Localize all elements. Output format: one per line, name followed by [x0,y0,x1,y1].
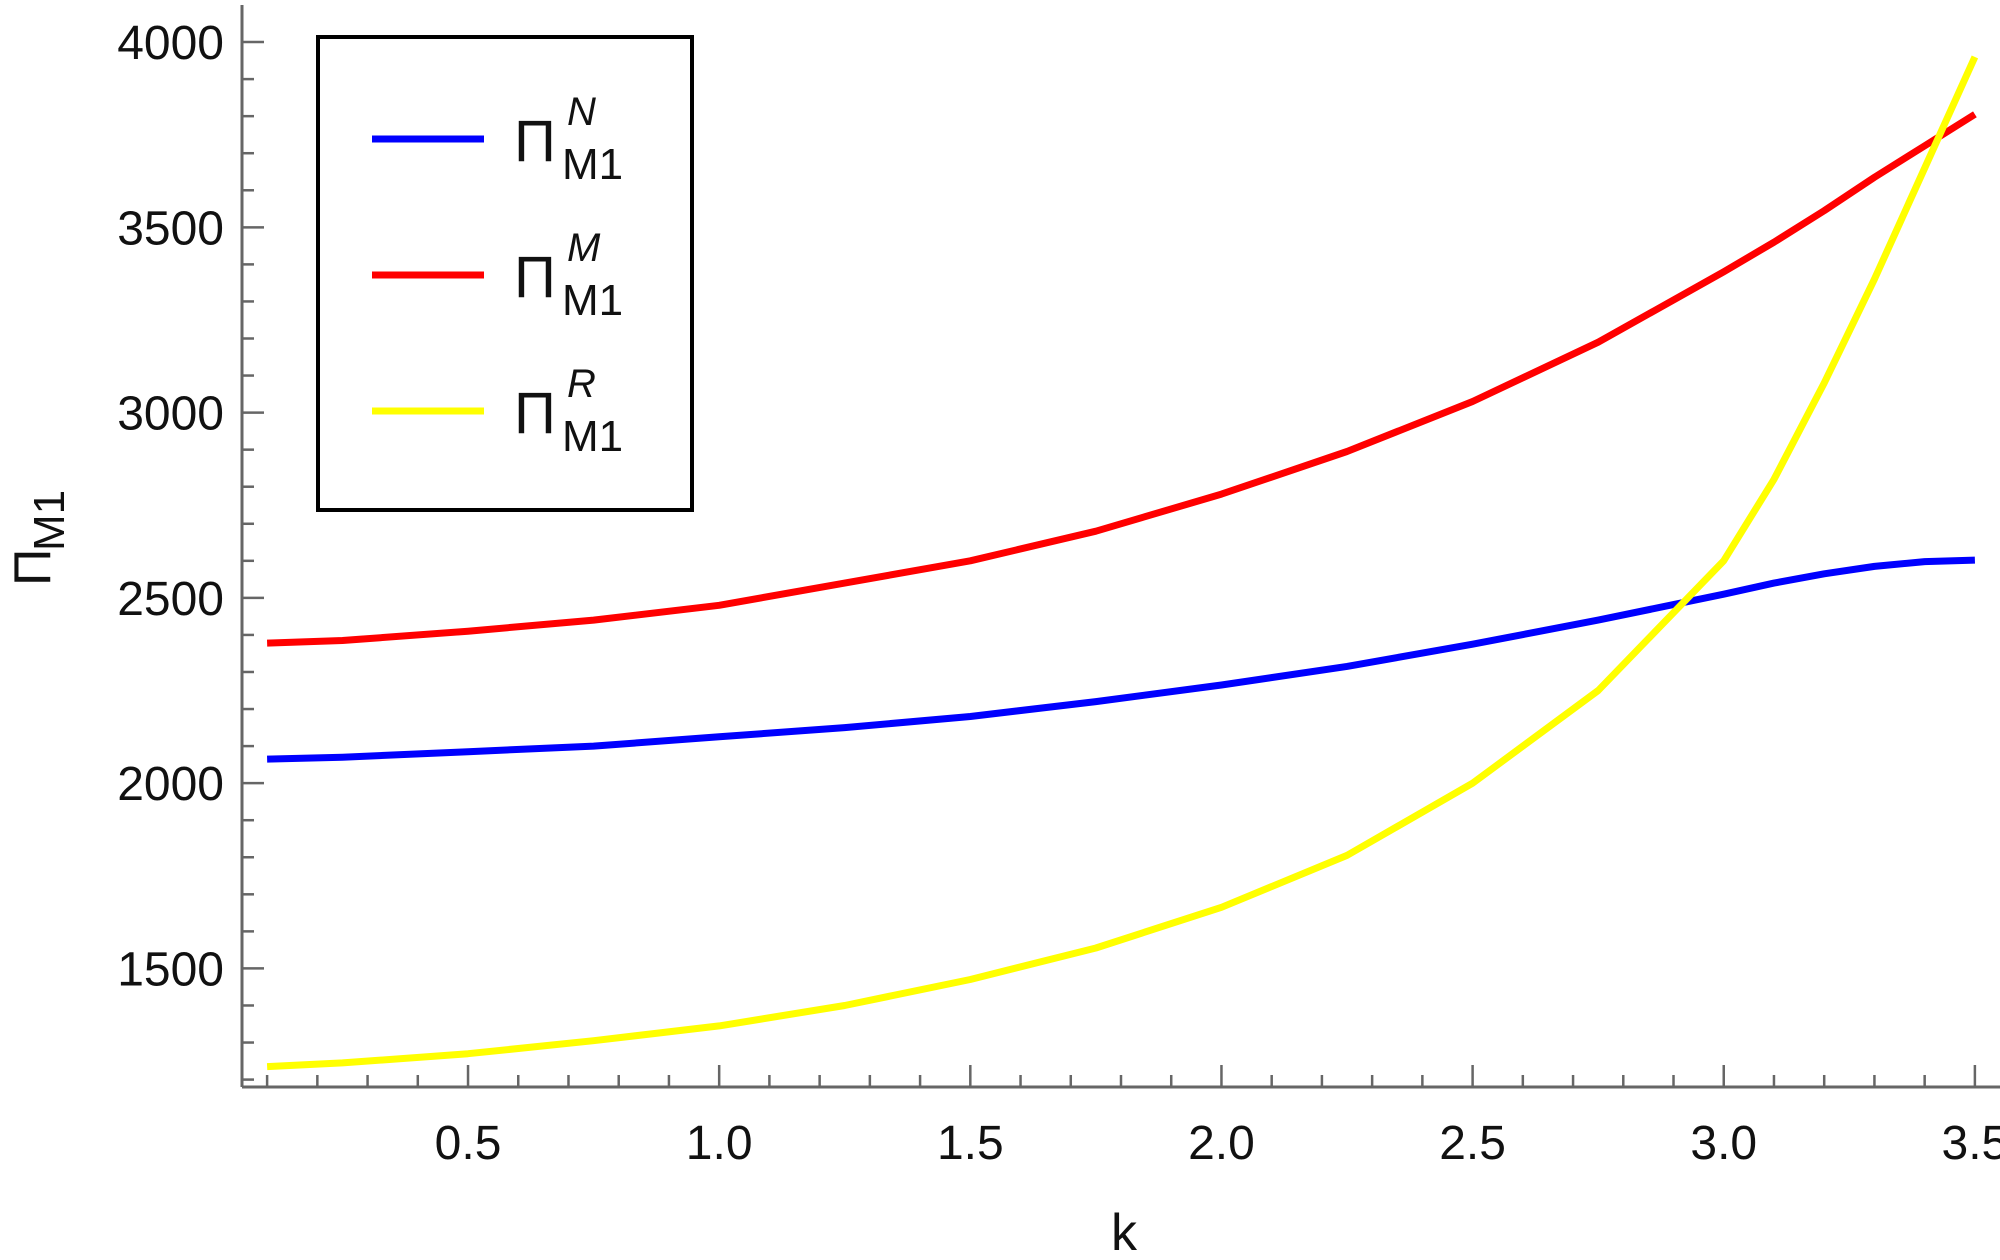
x-tick-label: 1.0 [686,1117,753,1170]
y-tick-label: 3000 [117,388,224,441]
series-line-m [266,111,1977,647]
x-tick-label: 1.5 [937,1117,1004,1170]
y-tick-label: 1500 [117,943,224,996]
x-tick-label: 3.5 [1942,1117,2000,1170]
x-tick-label: 0.5 [435,1117,502,1170]
legend-label-sup: R [567,362,596,406]
y-axis-label: ΠM1 [4,490,74,586]
legend-label-sub: M1 [562,276,623,325]
series-line-n [267,556,1976,763]
legend-label-sup: N [567,90,596,134]
series-line-r [266,55,1979,1071]
x-axis-label: k [1111,1204,1138,1260]
x-tick-label: 2.0 [1188,1117,1255,1170]
y-axis-label-sub: M1 [25,490,74,551]
legend-label-main: Π [514,109,556,174]
axis-labels: 0.5 1.0 1.5 2.0 2.5 3.0 3.5 1500 2000 2500 3000 350… [4,17,2000,1260]
legend-label-main: Π [514,381,556,446]
x-tick-label: 3.0 [1690,1117,1757,1170]
legend-label-sub: M1 [562,412,623,461]
y-axis-label-main: Π [4,548,62,586]
y-tick-label: 2000 [117,758,224,811]
series-lines [266,55,1979,1071]
y-tick-label: 4000 [117,17,224,70]
legend-label-sub: M1 [562,140,623,189]
legend-label-main: Π [514,245,556,310]
y-tick-label: 3500 [117,202,224,255]
x-tick-label: 2.5 [1439,1117,1506,1170]
axis-ticks [242,40,1977,1087]
legend-label-sup: M [567,226,601,270]
y-tick-label: 2500 [117,573,224,626]
